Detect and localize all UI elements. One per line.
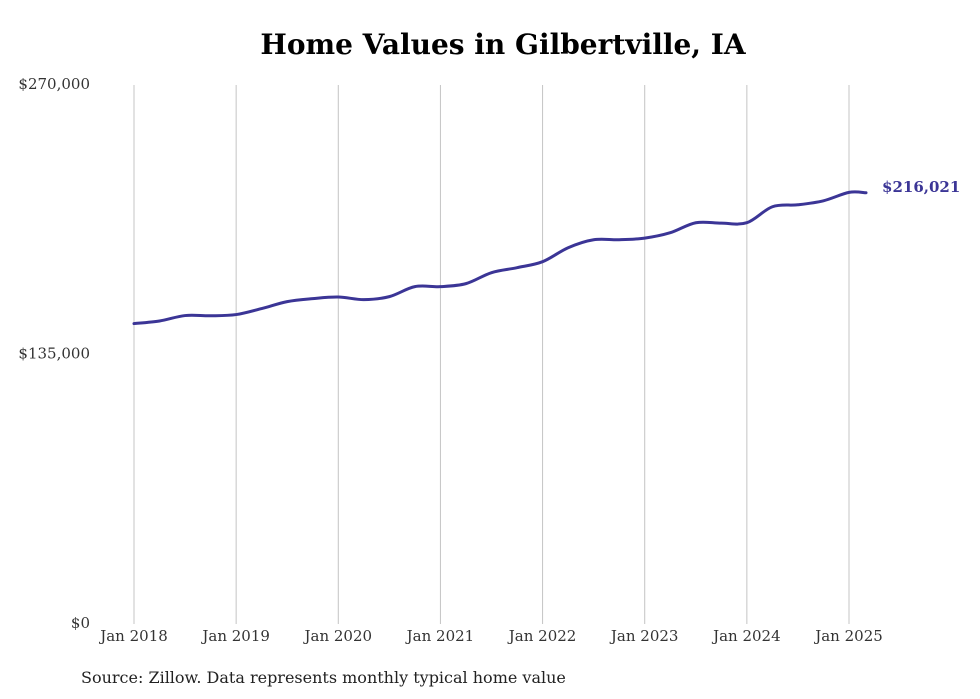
end-value-label: $216,021 (882, 178, 960, 196)
x-tick-label: Jan 2024 (711, 627, 781, 645)
x-tick-label: Jan 2021 (405, 627, 475, 645)
x-tick-label: Jan 2023 (609, 627, 679, 645)
data-labels: $216,021 (882, 178, 960, 196)
x-tick-label: Jan 2025 (813, 627, 883, 645)
series-line (132, 190, 868, 326)
y-tick-label: $135,000 (18, 345, 90, 363)
y-tick-label: $0 (71, 614, 90, 632)
x-tick-label: Jan 2022 (507, 627, 577, 645)
x-tick-label: Jan 2019 (200, 627, 270, 645)
x-axis-ticks: Jan 2018 Jan 2019 Jan 2020 Jan 2021 Jan 2022… (98, 627, 883, 645)
series-lines (132, 190, 868, 326)
x-tick-label: Jan 2020 (303, 627, 373, 645)
chart-title: Home Values in Gilbertville, IA (260, 28, 746, 61)
x-tick-label: Jan 2018 (98, 627, 168, 645)
source-note: Source: Zillow. Data represents monthly … (81, 668, 566, 687)
y-tick-label: $270,000 (18, 75, 90, 93)
grid-lines (133, 85, 850, 624)
y-axis-ticks: $0 $135,000 $270,000 (18, 75, 90, 632)
